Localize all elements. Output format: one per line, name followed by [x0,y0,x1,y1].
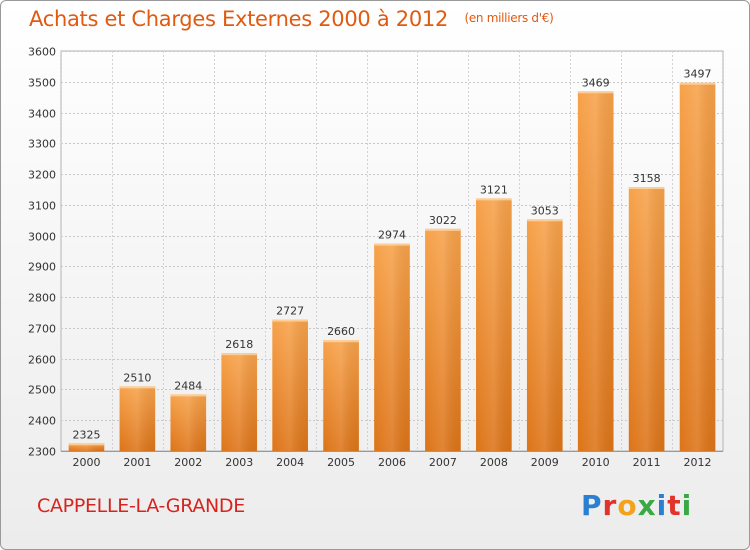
bar-group: 2325 [68,428,105,451]
bar-highlight [679,82,716,451]
y-tick-label: 3500 [28,77,56,90]
y-tick-label: 3600 [28,46,56,59]
y-tick-label: 3000 [28,231,56,244]
bar-top-edge [374,243,410,246]
bar-group: 2660 [323,325,359,451]
data-label: 3121 [480,183,508,196]
x-tick-label: 2007 [429,456,457,469]
data-label: 3469 [582,76,610,89]
y-tick-label: 3200 [28,169,56,182]
y-tick-label: 2700 [28,323,56,336]
bar-group: 3022 [425,214,461,451]
bar-group: 3497 [679,68,716,451]
y-tick-label: 3300 [28,138,56,151]
y-tick-label: 3400 [28,108,56,121]
logo-letter: t [667,489,682,522]
logo-letter: P [581,489,603,522]
grid-lines [60,50,724,452]
y-tick-label: 2900 [28,261,56,274]
bar-highlight [476,198,512,451]
bar-highlight [628,187,665,451]
bar-highlight [374,243,410,451]
chart-title: Achats et Charges Externes 2000 à 2012 (… [29,7,554,31]
x-tick-label: 2002 [174,456,202,469]
bar-highlight [68,443,105,451]
data-label: 2325 [72,428,100,441]
bar-top-edge [221,353,258,356]
bar-highlight [272,319,308,451]
data-label: 2660 [327,325,355,338]
data-label: 3158 [633,172,661,185]
x-tick-label: 2005 [327,456,355,469]
x-tick-label: 2001 [123,456,151,469]
x-tick-label: 2004 [276,456,304,469]
y-tick-label: 2500 [28,384,56,397]
bar-group: 3469 [577,76,614,452]
data-label: 2484 [174,379,202,392]
logo-letter: i [656,489,668,522]
data-label: 2727 [276,305,304,318]
data-label: 2974 [378,229,406,242]
logo-letter: o [617,489,638,522]
bar-top-edge [425,228,461,231]
logo-letter: x [637,489,657,522]
data-label: 3053 [531,204,559,217]
bars: 2325 2510 2484 2618 2727 2660 2974 3022 3121 3053… [68,68,716,452]
logo-letter: i [681,489,693,522]
data-label: 3497 [684,68,712,81]
bar-top-edge [323,340,359,343]
bar-group: 3121 [476,183,512,451]
axes: 2300 2400 2500 2600 2700 2800 2900 3000 3100 3200… [28,46,723,469]
x-tick-label: 2012 [684,456,712,469]
y-tick-label: 2300 [28,446,56,459]
bar-top-edge [476,198,512,201]
x-tick-label: 2003 [225,456,253,469]
bar-highlight [323,340,359,451]
chart-title-text: Achats et Charges Externes 2000 à 2012 [29,7,449,31]
chart-subtitle: (en milliers d'€) [464,11,554,25]
x-tick-label: 2006 [378,456,406,469]
bar-highlight [577,91,614,452]
bar-top-edge [679,82,716,85]
x-tick-label: 2010 [582,456,610,469]
y-tick-label: 2800 [28,292,56,305]
bar-top-edge [170,394,207,397]
proxiti-logo[interactable]: Proxiti [581,489,692,522]
bar-group: 3158 [628,172,665,451]
bar-highlight [170,394,207,451]
bar-group: 2618 [221,338,258,451]
y-tick-label: 2600 [28,354,56,367]
y-tick-label: 2400 [28,415,56,428]
x-tick-label: 2000 [72,456,100,469]
bar-top-edge [526,219,563,222]
x-tick-label: 2008 [480,456,508,469]
bar-group: 2510 [119,371,156,451]
x-tick-label: 2011 [633,456,661,469]
bar-group: 2974 [374,229,410,451]
y-tick-label: 3100 [28,200,56,213]
bar-group: 2484 [170,379,207,451]
bar-highlight [119,386,156,451]
bar-top-edge [68,443,105,446]
place-name: CAPPELLE-LA-GRANDE [37,495,245,517]
data-label: 2510 [123,371,151,384]
bar-group: 3053 [526,204,563,451]
bar-top-edge [628,187,665,189]
bar-top-edge [577,91,614,94]
bar-top-edge [119,386,156,389]
data-label: 3022 [429,214,457,227]
data-label: 2618 [225,338,253,351]
bar-highlight [526,219,563,451]
bar-top-edge [272,319,308,322]
logo-letter: r [602,489,618,522]
x-tick-label: 2009 [531,456,559,469]
bar-highlight [221,353,258,451]
bar-highlight [425,228,461,451]
bar-group: 2727 [272,305,308,451]
